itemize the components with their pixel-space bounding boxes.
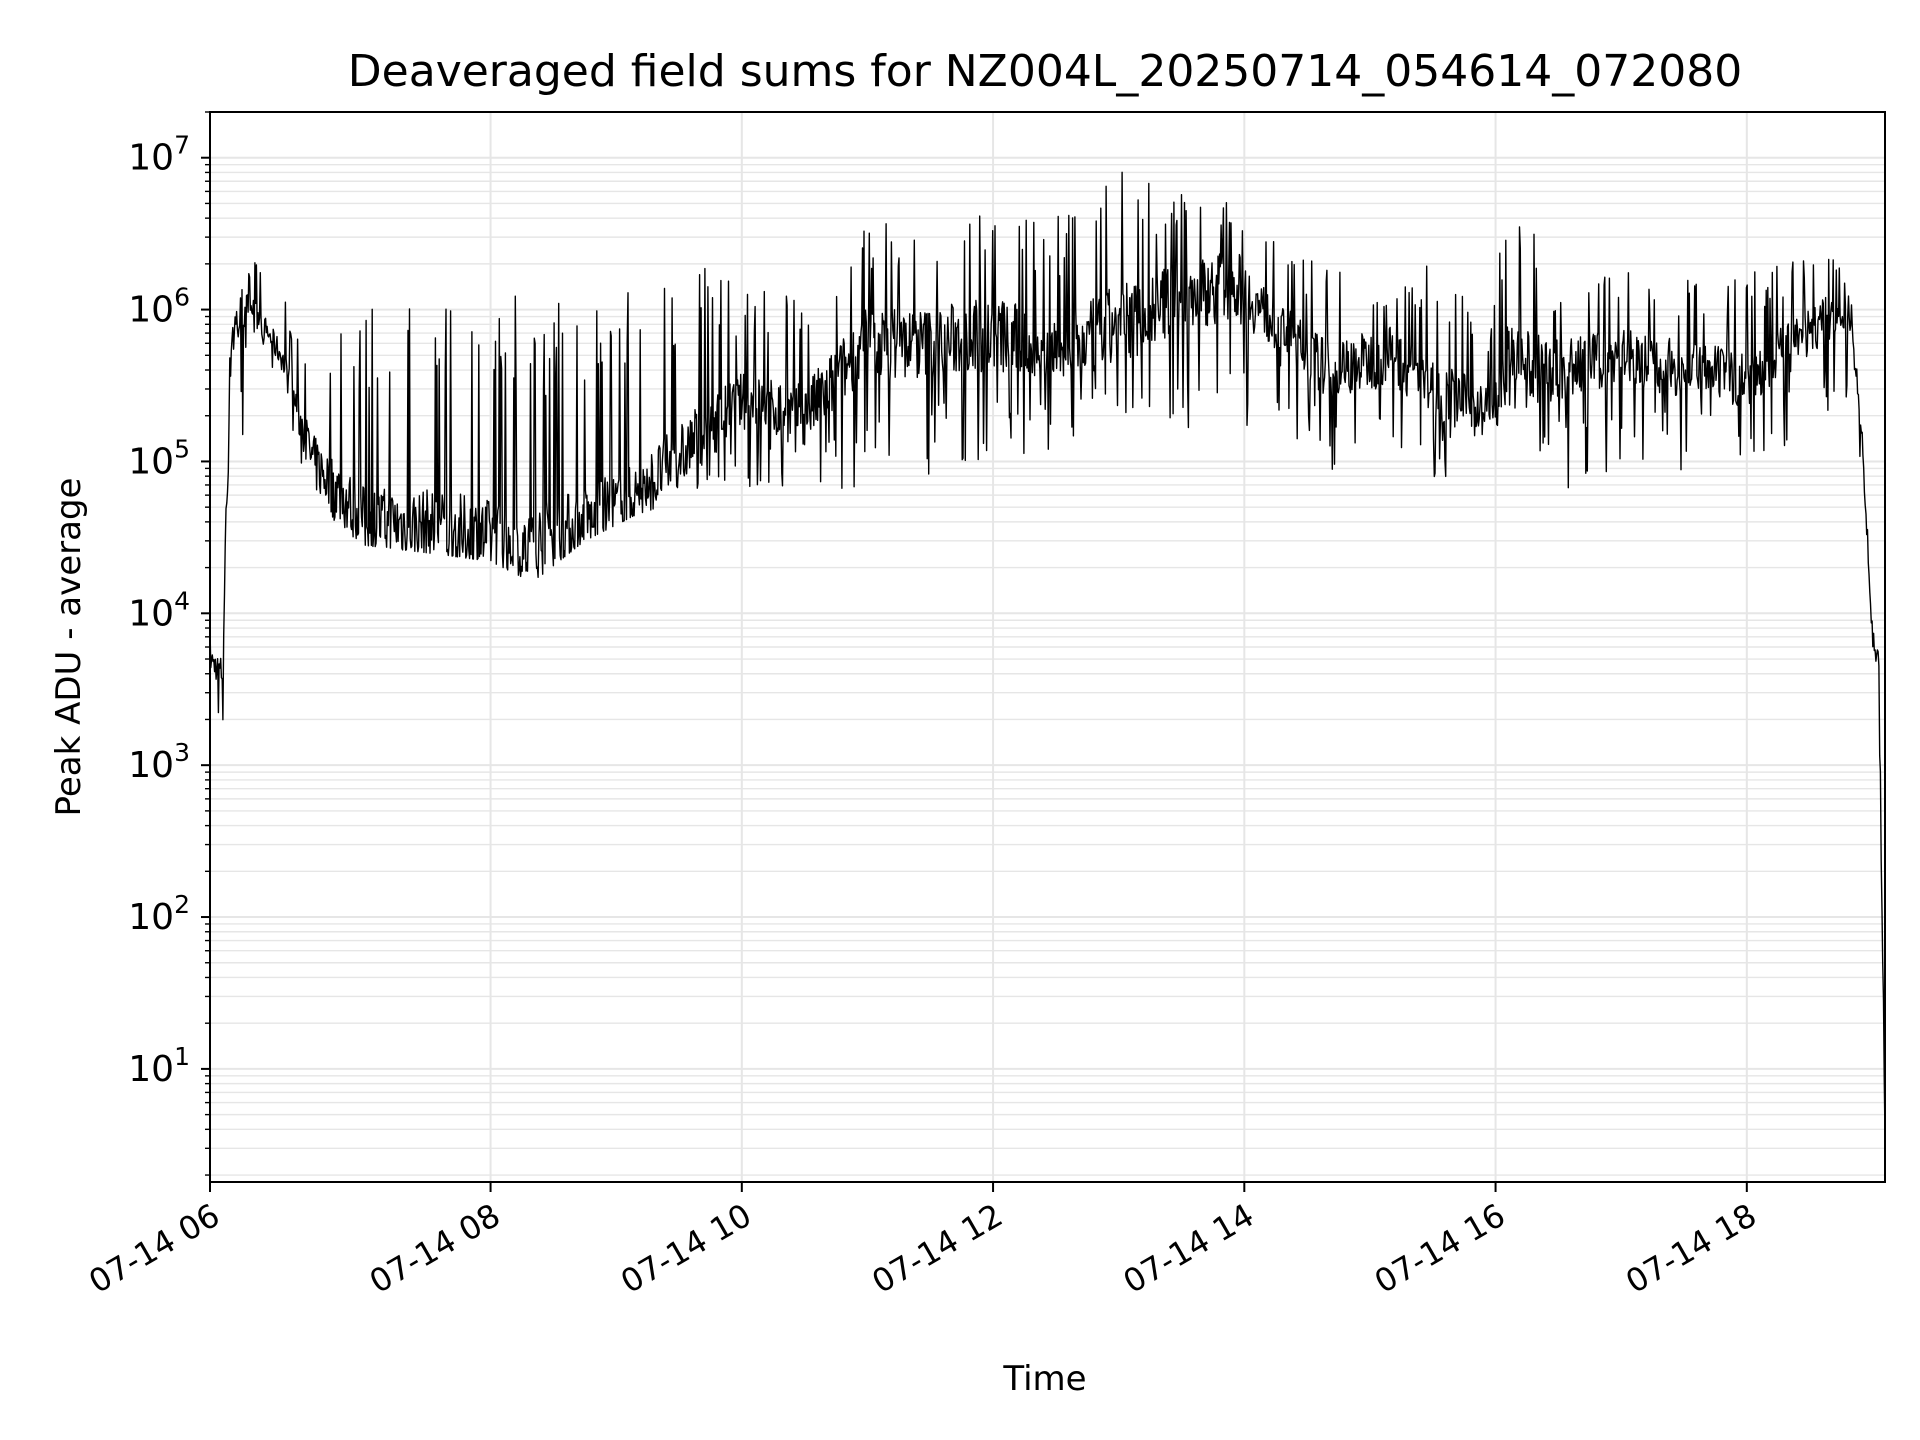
- x-tick-label: 07-14 06: [82, 1196, 226, 1301]
- x-tick-label: 07-14 16: [1368, 1196, 1512, 1301]
- x-tick-label: 07-14 10: [614, 1196, 758, 1301]
- y-tick-label: 103: [128, 738, 190, 786]
- y-tick-label: 106: [128, 283, 190, 331]
- data-series-line: [209, 171, 1886, 1139]
- y-axis-label: Peak ADU - average: [49, 478, 89, 817]
- x-tick-label: 07-14 18: [1619, 1196, 1763, 1301]
- series-line: [209, 171, 1886, 1139]
- x-tick-label: 07-14 14: [1117, 1196, 1261, 1301]
- y-tick-label: 102: [128, 890, 190, 938]
- y-tick-label: 101: [128, 1042, 190, 1090]
- y-tick-label: 104: [128, 586, 190, 634]
- x-axis-label: Time: [1002, 1359, 1086, 1399]
- y-tick-label: 107: [128, 131, 190, 179]
- grid-lines: [209, 111, 1885, 1182]
- chart-title: Deaveraged field sums for NZ004L_2025071…: [348, 46, 1742, 97]
- x-tick-label: 07-14 08: [363, 1196, 507, 1301]
- y-axis: 101 102 103 104 105 106 107: [128, 111, 210, 1176]
- x-axis: 07-14 06 07-14 08 07-14 10 07-14 12 07-14 14…: [82, 1182, 1763, 1301]
- y-tick-label: 105: [128, 434, 190, 482]
- x-tick-label: 07-14 12: [865, 1196, 1009, 1301]
